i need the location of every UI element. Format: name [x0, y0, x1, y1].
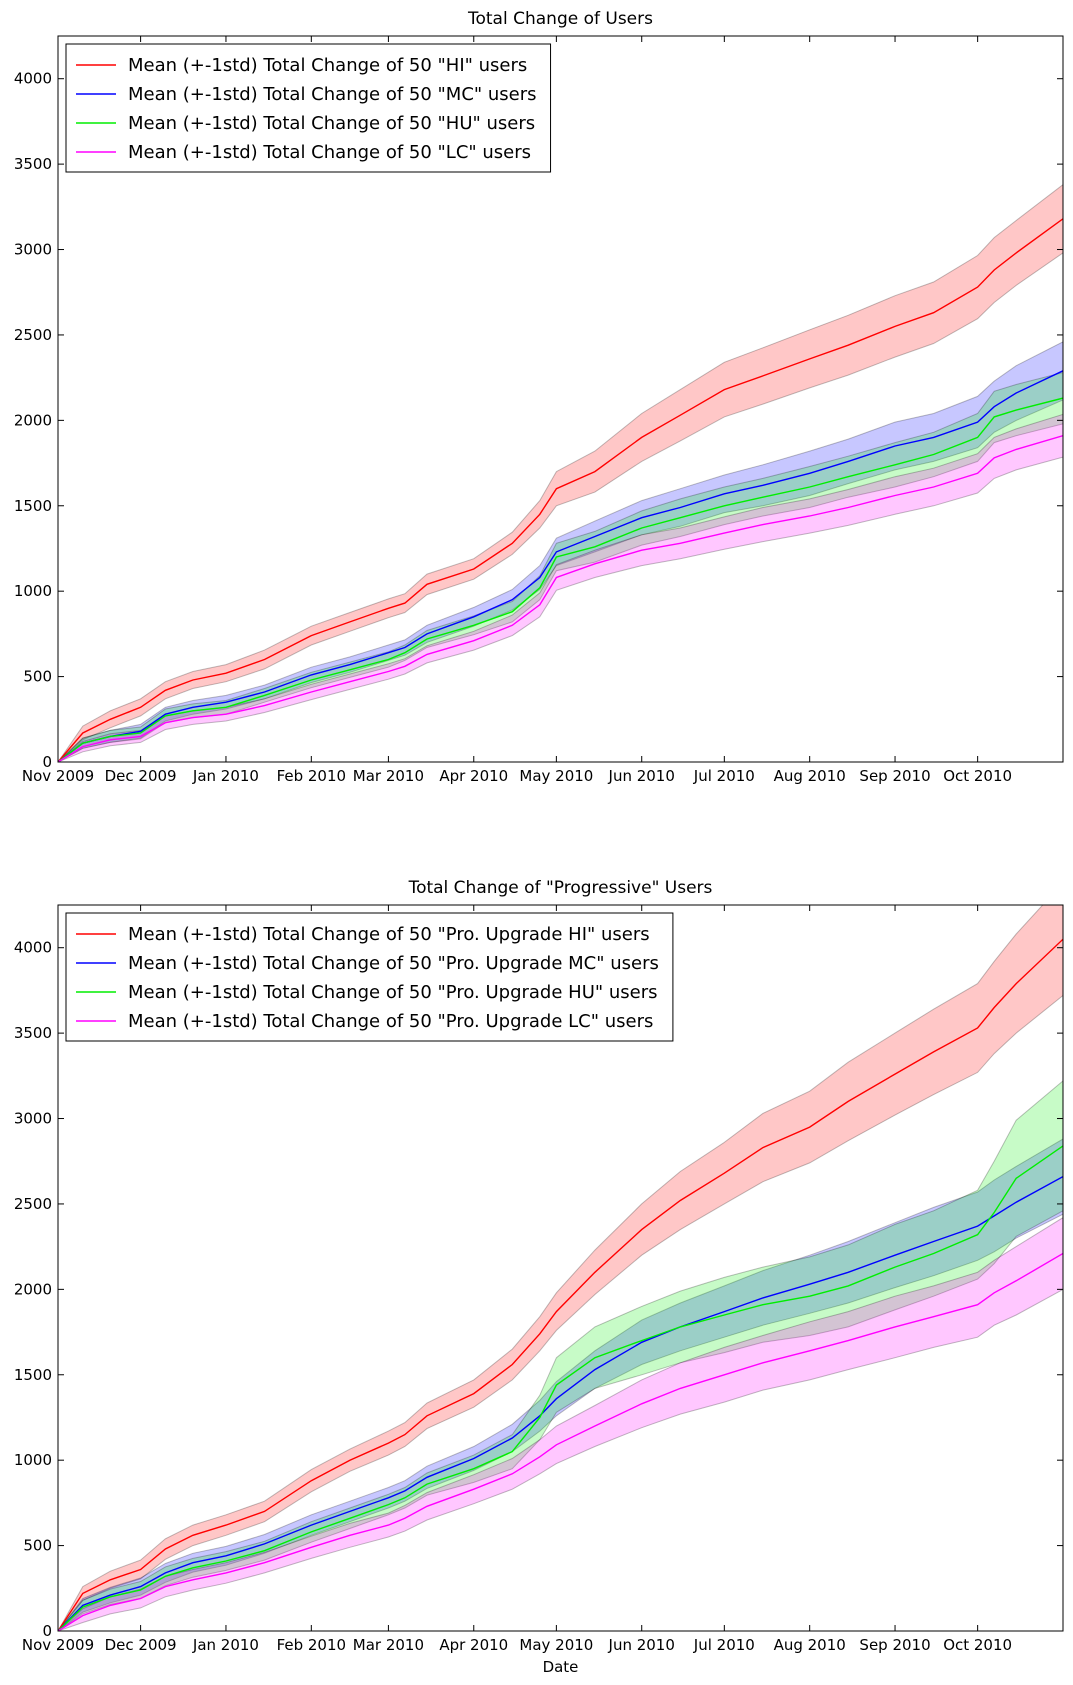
x-tick-label: May 2010	[519, 1636, 593, 1654]
y-tick-label: 500	[23, 668, 52, 686]
x-tick-label: Jul 2010	[693, 767, 755, 785]
y-tick-label: 2500	[14, 1195, 52, 1213]
y-tick-label: 3500	[14, 155, 52, 173]
legend-label-1: Mean (+-1std) Total Change of 50 "HI" us…	[128, 55, 527, 76]
x-tick-label: Apr 2010	[439, 1636, 508, 1654]
x-tick-label: Apr 2010	[439, 767, 508, 785]
y-tick-label: 3000	[14, 1110, 52, 1128]
y-tick-label: 1000	[14, 1451, 52, 1469]
x-tick-label: Nov 2009	[22, 767, 94, 785]
x-tick-label: Sep 2010	[859, 1636, 930, 1654]
x-tick-label: Oct 2010	[943, 1636, 1012, 1654]
std-band-1	[58, 183, 1063, 762]
legend: Mean (+-1std) Total Change of 50 "HI" us…	[65, 43, 552, 173]
legend-label-1: Mean (+-1std) Total Change of 50 "Pro. U…	[128, 924, 650, 945]
y-tick-label: 0	[42, 1622, 52, 1640]
x-tick-label: Dec 2009	[105, 1636, 177, 1654]
y-tick-label: 3500	[14, 1024, 52, 1042]
std-band-1	[58, 905, 1063, 1631]
x-tick-label: Aug 2010	[774, 767, 846, 785]
y-tick-label: 2000	[14, 1280, 52, 1298]
y-tick-label: 2500	[14, 326, 52, 344]
x-tick-label: Aug 2010	[774, 1636, 846, 1654]
chart-title: Total Change of "Progressive" Users	[408, 878, 713, 898]
plot-area	[58, 183, 1063, 762]
x-tick-label: Feb 2010	[277, 1636, 347, 1654]
x-tick-label: Feb 2010	[277, 767, 347, 785]
series-line-3	[58, 1145, 1063, 1631]
series-line-4	[58, 435, 1063, 762]
legend-label-3: Mean (+-1std) Total Change of 50 "HU" us…	[128, 113, 535, 134]
legend-label-2: Mean (+-1std) Total Change of 50 "Pro. U…	[128, 953, 659, 974]
chart-panel-2: 0 500 1000 1500 2000 2500 3000 3500 4000 Nov 2009…	[14, 878, 1064, 1676]
x-tick-label: Dec 2009	[105, 767, 177, 785]
chart-panel-1: 0 500 1000 1500 2000 2500 3000 3500 4000 Nov 2009…	[14, 9, 1064, 785]
y-tick-label: 2000	[14, 411, 52, 429]
y-tick-label: 4000	[14, 70, 52, 88]
x-tick-label: May 2010	[519, 767, 593, 785]
legend-label-4: Mean (+-1std) Total Change of 50 "LC" us…	[128, 142, 531, 163]
std-band-3	[58, 371, 1063, 762]
x-tick-label: Nov 2009	[22, 1636, 94, 1654]
x-tick-label: Jan 2010	[192, 1636, 259, 1654]
series-line-2	[58, 370, 1063, 762]
std-band-3	[58, 1080, 1063, 1631]
legend-label-3: Mean (+-1std) Total Change of 50 "Pro. U…	[128, 982, 658, 1003]
y-tick-label: 1500	[14, 1366, 52, 1384]
x-tick-label: Mar 2010	[353, 1636, 424, 1654]
y-tick-label: 0	[42, 753, 52, 771]
series-line-3	[58, 397, 1063, 762]
legend-label-4: Mean (+-1std) Total Change of 50 "Pro. U…	[128, 1011, 653, 1032]
y-tick-label: 1500	[14, 497, 52, 515]
series-line-1	[58, 218, 1063, 762]
legend: Mean (+-1std) Total Change of 50 "Pro. U…	[65, 912, 674, 1042]
x-tick-label: Oct 2010	[943, 767, 1012, 785]
std-band-2	[58, 341, 1063, 762]
y-tick-label: 3000	[14, 241, 52, 259]
y-tick-label: 500	[23, 1537, 52, 1555]
x-tick-label: Jun 2010	[608, 767, 675, 785]
x-tick-label: Jul 2010	[693, 1636, 755, 1654]
axes-frame	[57, 35, 1064, 763]
y-tick-label: 4000	[14, 939, 52, 957]
std-band-4	[58, 413, 1063, 762]
series-line-1	[58, 938, 1063, 1631]
x-tick-label: Sep 2010	[859, 767, 930, 785]
series-line-4	[58, 1252, 1063, 1631]
std-band-4	[58, 1217, 1063, 1631]
std-band-2	[58, 1138, 1063, 1631]
axes-frame	[57, 904, 1064, 1632]
x-tick-label: Mar 2010	[353, 767, 424, 785]
x-tick-label: Jan 2010	[192, 767, 259, 785]
legend-box	[65, 912, 674, 1042]
x-tick-label: Jun 2010	[608, 1636, 675, 1654]
legend-box	[65, 43, 552, 173]
y-tick-label: 1000	[14, 582, 52, 600]
x-axis-label: Date	[543, 1658, 579, 1676]
series-line-2	[58, 1175, 1063, 1631]
plot-area	[58, 905, 1063, 1631]
legend-label-2: Mean (+-1std) Total Change of 50 "MC" us…	[128, 84, 537, 105]
chart-title: Total Change of Users	[467, 9, 653, 29]
